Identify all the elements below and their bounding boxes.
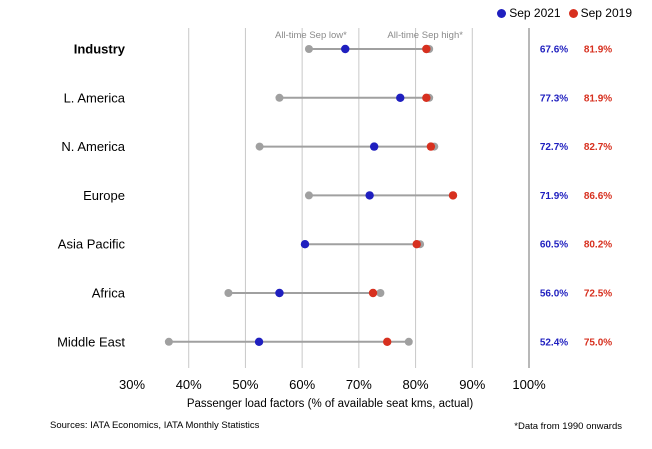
x-tick-label: 30% xyxy=(119,377,145,392)
point-sep-2021-middle-east xyxy=(254,337,264,346)
data-label-sep-2019-industry: 81.9% xyxy=(584,45,612,56)
x-tick-label: 40% xyxy=(176,377,202,392)
point-sep-2021-africa xyxy=(275,288,284,298)
annotation-low-label: All-time Sep low* xyxy=(275,30,347,41)
x-tick-label: 50% xyxy=(232,377,258,392)
point-sep-2019-l-america xyxy=(422,93,431,103)
legend-marker-sep-2021 xyxy=(497,8,507,18)
point-sep-2021-l-america xyxy=(396,93,405,103)
data-label-sep-2019-africa: 72.5% xyxy=(584,289,612,300)
category-label-middle-east: Middle East xyxy=(57,334,125,349)
point-sep-2021-europe xyxy=(365,191,374,200)
legend-item-sep-2021: Sep 2021 xyxy=(497,6,561,20)
point-sep-2019-europe xyxy=(448,191,458,200)
high-point-africa xyxy=(376,289,385,297)
data-label-sep-2021-europe: 71.9% xyxy=(540,191,568,202)
x-axis-title: Passenger load factors (% of available s… xyxy=(186,398,474,410)
data-label-sep-2021-africa: 56.0% xyxy=(540,289,568,300)
high-point-middle-east xyxy=(404,337,413,346)
data-label-sep-2019-europe: 86.6% xyxy=(584,191,612,202)
x-tick-label: 100% xyxy=(512,377,546,392)
category-label-africa: Africa xyxy=(92,286,126,301)
data-label-sep-2021-asia-pacific: 60.5% xyxy=(540,240,568,251)
annotation-high-label: All-time Sep high* xyxy=(387,30,463,41)
point-sep-2021-asia-pacific xyxy=(300,240,310,249)
x-tick-label: 90% xyxy=(459,377,485,392)
low-point-n-america xyxy=(255,142,264,151)
legend: Sep 2021 Sep 2019 xyxy=(497,6,632,20)
low-point-europe xyxy=(304,191,313,200)
low-point-industry xyxy=(304,45,313,53)
data-label-sep-2021-n-america: 72.7% xyxy=(540,142,568,153)
sources-note: Sources: IATA Economics, IATA Monthly St… xyxy=(50,420,260,431)
point-sep-2019-africa xyxy=(368,288,378,298)
point-sep-2019-asia-pacific xyxy=(412,240,421,249)
point-sep-2019-n-america xyxy=(426,142,436,151)
data-label-sep-2019-middle-east: 75.0% xyxy=(584,337,612,348)
category-label-l-america: L. America xyxy=(64,90,126,105)
data-label-sep-2019-n-america: 82.7% xyxy=(584,142,612,153)
data-label-sep-2019-l-america: 81.9% xyxy=(584,93,612,104)
legend-marker-sep-2019 xyxy=(568,8,578,18)
x-tick-label: 60% xyxy=(289,377,315,392)
data-label-sep-2021-l-america: 77.3% xyxy=(540,93,568,104)
category-label-asia-pacific: Asia Pacific xyxy=(58,237,126,252)
point-sep-2019-middle-east xyxy=(383,337,392,346)
low-point-l-america xyxy=(275,93,284,102)
data-label-sep-2021-industry: 67.6% xyxy=(540,45,568,56)
data-footnote: *Data from 1990 onwards xyxy=(514,421,622,432)
data-label-sep-2021-middle-east: 52.4% xyxy=(540,337,568,348)
legend-label-sep-2021: Sep 2021 xyxy=(509,6,561,20)
category-label-n-america: N. America xyxy=(61,139,125,154)
low-point-middle-east xyxy=(164,337,173,346)
data-label-sep-2019-asia-pacific: 80.2% xyxy=(584,240,612,251)
category-label-industry: Industry xyxy=(74,42,126,57)
x-tick-label: 80% xyxy=(403,377,429,392)
x-tick-label: 70% xyxy=(346,377,372,392)
low-point-africa xyxy=(224,289,233,297)
legend-item-sep-2019: Sep 2019 xyxy=(568,6,632,20)
point-sep-2021-industry xyxy=(341,44,350,54)
category-label-europe: Europe xyxy=(83,188,125,203)
point-sep-2019-industry xyxy=(422,44,431,54)
legend-label-sep-2019: Sep 2019 xyxy=(580,6,632,20)
point-sep-2021-n-america xyxy=(369,142,379,151)
